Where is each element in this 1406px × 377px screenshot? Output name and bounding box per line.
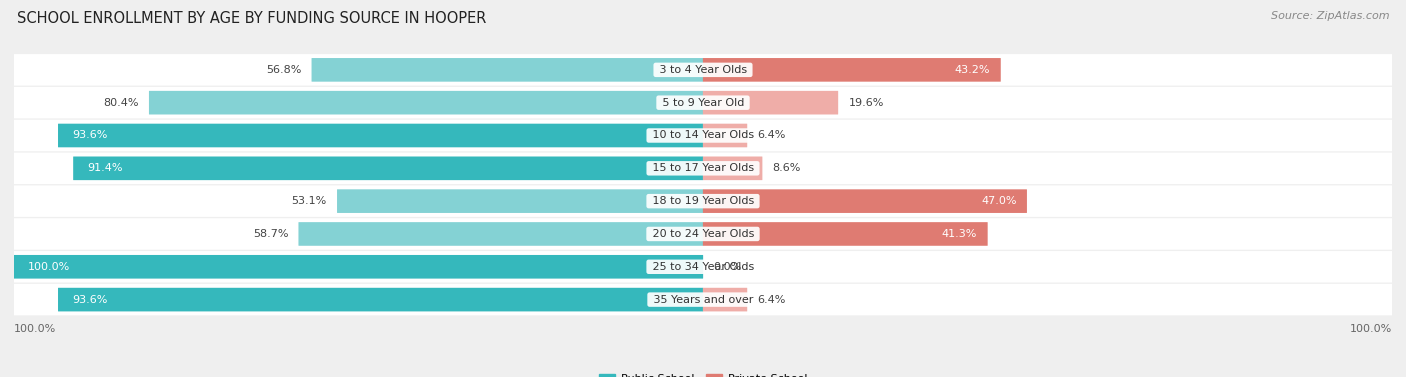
Text: 6.4%: 6.4% (758, 294, 786, 305)
Text: SCHOOL ENROLLMENT BY AGE BY FUNDING SOURCE IN HOOPER: SCHOOL ENROLLMENT BY AGE BY FUNDING SOUR… (17, 11, 486, 26)
FancyBboxPatch shape (298, 222, 703, 246)
Text: 100.0%: 100.0% (14, 324, 56, 334)
FancyBboxPatch shape (703, 288, 747, 311)
Text: 5 to 9 Year Old: 5 to 9 Year Old (658, 98, 748, 108)
Text: 100.0%: 100.0% (1350, 324, 1392, 334)
Text: 0.0%: 0.0% (713, 262, 741, 272)
Text: Source: ZipAtlas.com: Source: ZipAtlas.com (1271, 11, 1389, 21)
Text: 3 to 4 Year Olds: 3 to 4 Year Olds (655, 65, 751, 75)
FancyBboxPatch shape (73, 156, 703, 180)
FancyBboxPatch shape (149, 91, 703, 115)
FancyBboxPatch shape (703, 124, 747, 147)
FancyBboxPatch shape (58, 124, 703, 147)
FancyBboxPatch shape (14, 153, 1392, 184)
Text: 8.6%: 8.6% (772, 163, 801, 173)
FancyBboxPatch shape (703, 58, 1001, 82)
FancyBboxPatch shape (14, 255, 703, 279)
Text: 41.3%: 41.3% (942, 229, 977, 239)
FancyBboxPatch shape (14, 54, 1392, 86)
Text: 47.0%: 47.0% (981, 196, 1017, 206)
FancyBboxPatch shape (14, 218, 1392, 250)
FancyBboxPatch shape (703, 156, 762, 180)
FancyBboxPatch shape (14, 185, 1392, 217)
Text: 15 to 17 Year Olds: 15 to 17 Year Olds (648, 163, 758, 173)
FancyBboxPatch shape (14, 120, 1392, 151)
FancyBboxPatch shape (703, 189, 1026, 213)
Text: 93.6%: 93.6% (72, 294, 107, 305)
Text: 58.7%: 58.7% (253, 229, 288, 239)
Text: 80.4%: 80.4% (103, 98, 139, 108)
Text: 91.4%: 91.4% (87, 163, 122, 173)
Text: 25 to 34 Year Olds: 25 to 34 Year Olds (648, 262, 758, 272)
FancyBboxPatch shape (14, 87, 1392, 118)
FancyBboxPatch shape (58, 288, 703, 311)
Legend: Public School, Private School: Public School, Private School (595, 369, 811, 377)
FancyBboxPatch shape (14, 284, 1392, 315)
Text: 19.6%: 19.6% (848, 98, 884, 108)
FancyBboxPatch shape (14, 251, 1392, 282)
Text: 10 to 14 Year Olds: 10 to 14 Year Olds (648, 130, 758, 141)
FancyBboxPatch shape (703, 91, 838, 115)
Text: 18 to 19 Year Olds: 18 to 19 Year Olds (648, 196, 758, 206)
FancyBboxPatch shape (312, 58, 703, 82)
Text: 93.6%: 93.6% (72, 130, 107, 141)
FancyBboxPatch shape (703, 222, 987, 246)
FancyBboxPatch shape (337, 189, 703, 213)
Text: 35 Years and over: 35 Years and over (650, 294, 756, 305)
Text: 56.8%: 56.8% (266, 65, 301, 75)
Text: 20 to 24 Year Olds: 20 to 24 Year Olds (648, 229, 758, 239)
Text: 100.0%: 100.0% (28, 262, 70, 272)
Text: 6.4%: 6.4% (758, 130, 786, 141)
Text: 43.2%: 43.2% (955, 65, 990, 75)
Text: 53.1%: 53.1% (291, 196, 326, 206)
